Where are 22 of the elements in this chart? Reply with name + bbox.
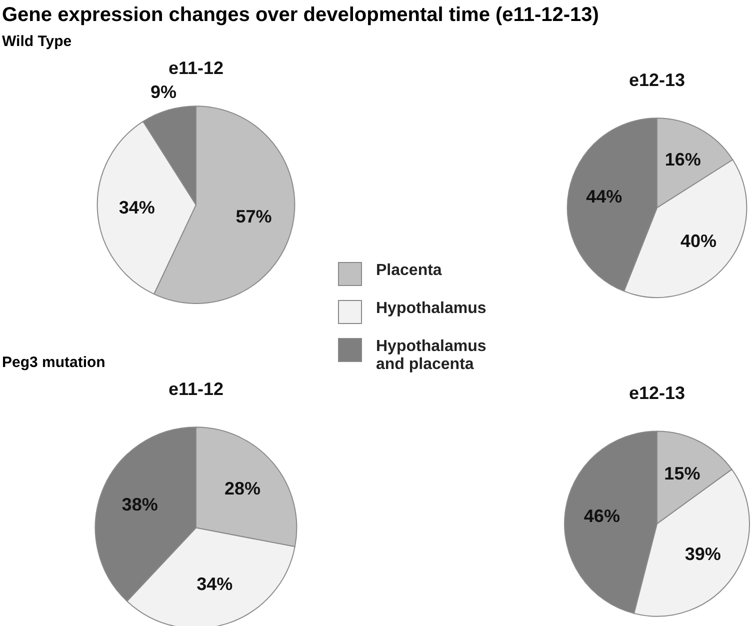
- data-label: 16%: [664, 150, 701, 170]
- legend-label: Hypothalamus: [376, 300, 486, 318]
- data-label: 39%: [684, 544, 721, 564]
- data-label: 40%: [680, 231, 716, 252]
- chart-title: e11-12: [168, 378, 224, 399]
- text: Peg3 mutation: [2, 354, 106, 371]
- chart-title: e12-13: [628, 382, 686, 403]
- text: Gene expression changes over developmental time (e11-12-13): [2, 4, 599, 27]
- data-label: 28%: [224, 478, 261, 498]
- legend-label: Placenta: [376, 262, 442, 280]
- chart-title: e12-13: [628, 70, 686, 90]
- data-label: 9%: [150, 82, 177, 102]
- data-label: 57%: [236, 206, 272, 227]
- legend-label: Hypothalamus and placenta: [376, 338, 488, 374]
- data-label: 15%: [664, 463, 700, 484]
- data-label: 34%: [196, 574, 233, 594]
- data-label: 38%: [122, 494, 158, 515]
- data-label: 44%: [586, 186, 622, 207]
- text: Wild Type: [2, 33, 73, 50]
- data-label: 34%: [118, 197, 155, 218]
- chart-title: e11-12: [168, 58, 224, 78]
- data-label: 46%: [584, 506, 620, 526]
